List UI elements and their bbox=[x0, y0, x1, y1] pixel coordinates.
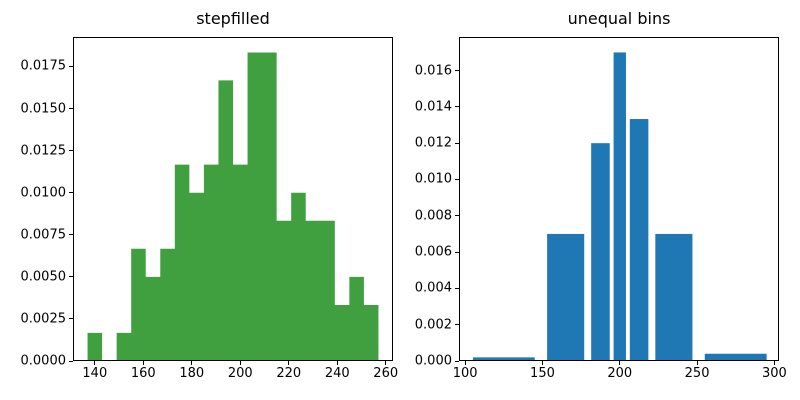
x-tick-label: 140 bbox=[82, 366, 108, 381]
histogram-bar bbox=[655, 233, 693, 361]
y-tick bbox=[69, 360, 73, 362]
x-tick-label: 180 bbox=[179, 366, 205, 381]
histogram-bar bbox=[591, 143, 610, 361]
histogram-stepfilled-shape bbox=[87, 52, 379, 361]
x-tick bbox=[385, 361, 387, 365]
y-tick bbox=[69, 192, 73, 194]
x-tick bbox=[191, 361, 193, 365]
y-tick-label: 0.0175 bbox=[20, 58, 67, 74]
y-tick bbox=[69, 108, 73, 110]
subplot-stepfilled: stepfilled 140 160 180 200 220 240 260 0.0000 0.… bbox=[21, 11, 399, 381]
y-tick-label: 0.0100 bbox=[20, 185, 67, 201]
y-tick-label: 0.006 bbox=[414, 244, 452, 260]
plot-title-stepfilled: stepfilled bbox=[196, 9, 270, 28]
tick-layer: 140 160 180 200 220 240 260 0.0000 0.0025 0.0050 0… bbox=[21, 37, 399, 380]
y-tick-label: 0.008 bbox=[414, 208, 452, 224]
x-tick-label: 250 bbox=[684, 366, 710, 381]
y-tick-label: 0.0025 bbox=[20, 311, 67, 327]
x-tick bbox=[336, 361, 338, 365]
histogram-bar bbox=[472, 357, 535, 361]
x-tick-label: 200 bbox=[227, 366, 253, 381]
y-tick-label: 0.012 bbox=[414, 135, 452, 151]
y-tick bbox=[455, 215, 459, 217]
y-tick-label: 0.0150 bbox=[20, 101, 67, 117]
y-tick bbox=[455, 251, 459, 253]
y-tick-label: 0.016 bbox=[414, 63, 452, 79]
y-tick-label: 0.014 bbox=[414, 99, 452, 115]
y-tick bbox=[69, 150, 73, 152]
x-tick-label: 240 bbox=[324, 366, 350, 381]
y-tick bbox=[455, 178, 459, 180]
x-tick-label: 100 bbox=[452, 366, 478, 381]
axes-frame bbox=[73, 37, 393, 361]
x-tick-label: 220 bbox=[276, 366, 302, 381]
x-tick-label: 200 bbox=[607, 366, 633, 381]
x-tick bbox=[142, 361, 144, 365]
y-tick-label: 0.0050 bbox=[20, 269, 67, 285]
histogram-bar bbox=[704, 353, 767, 361]
y-tick bbox=[69, 318, 73, 320]
y-tick-label: 0.002 bbox=[414, 317, 452, 333]
histogram-bar bbox=[613, 52, 626, 361]
y-tick bbox=[455, 70, 459, 72]
histogram-bar bbox=[547, 233, 585, 361]
axes-frame bbox=[459, 37, 779, 361]
x-tick bbox=[288, 361, 290, 365]
y-tick-label: 0.0075 bbox=[20, 227, 67, 243]
histogram-plot-area-stepfilled bbox=[73, 37, 393, 361]
y-tick bbox=[455, 106, 459, 108]
y-tick bbox=[455, 324, 459, 326]
y-tick bbox=[455, 142, 459, 144]
y-tick bbox=[455, 360, 459, 362]
x-tick bbox=[541, 361, 543, 365]
x-tick bbox=[464, 361, 466, 365]
y-tick bbox=[455, 287, 459, 289]
histogram-plot-area-unequal-bins bbox=[459, 37, 779, 361]
subplot-unequal-bins: unequal bins 100 150 200 250 300 0.000 0.002 0.… bbox=[415, 11, 787, 381]
x-tick bbox=[94, 361, 96, 365]
x-tick-label: 300 bbox=[761, 366, 787, 381]
tick-layer: 100 150 200 250 300 0.000 0.002 0.004 0.006 0.008… bbox=[415, 37, 787, 380]
y-tick-label: 0.000 bbox=[414, 353, 452, 369]
y-tick bbox=[69, 65, 73, 67]
x-tick bbox=[619, 361, 621, 365]
x-tick bbox=[239, 361, 241, 365]
y-tick-label: 0.0125 bbox=[20, 143, 67, 159]
x-tick bbox=[696, 361, 698, 365]
y-tick-label: 0.010 bbox=[414, 171, 452, 187]
x-tick bbox=[773, 361, 775, 365]
x-tick-label: 150 bbox=[530, 366, 555, 381]
y-tick bbox=[69, 276, 73, 278]
y-tick-label: 0.004 bbox=[414, 280, 452, 296]
x-tick-label: 260 bbox=[373, 366, 399, 381]
x-tick-label: 160 bbox=[130, 366, 156, 381]
plot-title-unequal-bins: unequal bins bbox=[567, 9, 671, 28]
y-tick-label: 0.0000 bbox=[20, 353, 67, 369]
histogram-bar bbox=[629, 119, 649, 361]
y-tick bbox=[69, 234, 73, 236]
